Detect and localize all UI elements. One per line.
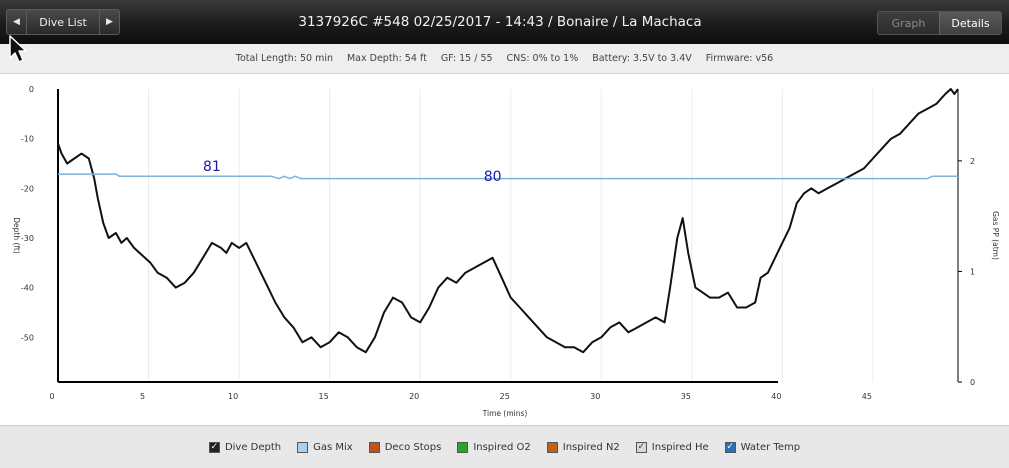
- top-bar: ◀ Dive List ▶ 3137926C #548 02/25/2017 -…: [0, 0, 1009, 44]
- info-total-length: Total Length: 50 min: [235, 53, 333, 64]
- legend-checkbox[interactable]: ✓: [724, 441, 736, 453]
- info-firmware: Firmware: v56: [705, 53, 774, 64]
- x-tick-label: 0: [49, 392, 54, 401]
- y-tick-label: -30: [21, 234, 34, 243]
- info-cns: CNS: 0% to 1%: [506, 53, 579, 64]
- x-tick-label: 10: [228, 392, 238, 401]
- y2-tick-label: 2: [970, 157, 975, 166]
- legend-item-inspired-n2[interactable]: Inspired N2: [546, 441, 620, 453]
- legend-item-dive-depth[interactable]: ✓ Dive Depth: [208, 441, 282, 453]
- y2-axis-title: Gas PP (atm): [991, 211, 1000, 260]
- previous-dive-button[interactable]: ◀: [7, 10, 27, 34]
- legend-item-inspired-he[interactable]: ✓ Inspired He: [635, 441, 709, 453]
- legend-label: Water Temp: [740, 441, 801, 453]
- dive-list-button[interactable]: Dive List: [39, 15, 87, 29]
- y-tick-label: -40: [21, 284, 34, 293]
- legend-checkbox[interactable]: ✓: [635, 441, 647, 453]
- legend-label: Inspired N2: [562, 441, 620, 453]
- x-tick-label: 15: [319, 392, 329, 401]
- chevron-right-icon: ▶: [106, 17, 113, 27]
- legend-item-deco-stops[interactable]: Deco Stops: [368, 441, 442, 453]
- dive-title: 3137926C #548 02/25/2017 - 14:43 / Bonai…: [298, 14, 702, 30]
- tab-details[interactable]: Details: [939, 12, 1001, 34]
- legend-checkbox[interactable]: [457, 441, 469, 453]
- x-tick-label: 5: [140, 392, 145, 401]
- x-tick-label: 25: [500, 392, 510, 401]
- legend-item-inspired-o2[interactable]: Inspired O2: [457, 441, 531, 453]
- temperature-annotation: 81: [203, 159, 221, 175]
- x-tick-label: 20: [409, 392, 419, 401]
- dive-info-bar: Total Length: 50 min Max Depth: 54 ft GF…: [0, 44, 1009, 74]
- mouse-cursor-icon: [9, 35, 27, 63]
- info-gradient-factor: GF: 15 / 55: [440, 53, 493, 64]
- legend-item-gas-mix[interactable]: Gas Mix: [297, 441, 353, 453]
- chart-legend: ✓ Dive Depth Gas Mix Deco Stops Inspired O2 I…: [0, 425, 1009, 468]
- info-battery: Battery: 3.5V to 3.4V: [592, 53, 692, 64]
- legend-label: Gas Mix: [313, 441, 353, 453]
- dive-profile-chart[interactable]: 0 5 10 15 20 25 30 35 40 45 0 -10 -20 -30 -40 -50 0 1 2 Tim…: [0, 75, 1009, 425]
- tab-graph[interactable]: Graph: [878, 12, 939, 34]
- legend-checkbox[interactable]: [546, 441, 558, 453]
- temperature-annotation: 80: [484, 169, 502, 185]
- legend-label: Deco Stops: [384, 441, 442, 453]
- chevron-left-icon: ◀: [13, 17, 20, 27]
- y-tick-label: -10: [21, 135, 34, 144]
- legend-label: Inspired He: [651, 441, 709, 453]
- y-tick-label: 0: [29, 85, 34, 94]
- next-dive-button[interactable]: ▶: [99, 10, 119, 34]
- y2-tick-label: 0: [970, 378, 975, 387]
- x-tick-label: 45: [862, 392, 872, 401]
- dive-list-nav: ◀ Dive List ▶: [6, 9, 120, 35]
- x-tick-label: 40: [771, 392, 781, 401]
- view-toggle: Graph Details: [877, 11, 1002, 35]
- x-tick-label: 35: [681, 392, 691, 401]
- x-tick-label: 30: [590, 392, 600, 401]
- y-tick-label: -20: [21, 184, 34, 193]
- legend-checkbox[interactable]: [368, 441, 380, 453]
- legend-checkbox[interactable]: ✓: [208, 441, 220, 453]
- x-axis-title: Time (mins): [482, 409, 528, 418]
- legend-item-water-temp[interactable]: ✓ Water Temp: [724, 441, 801, 453]
- gas-pp-series-line: [58, 173, 958, 180]
- info-max-depth: Max Depth: 54 ft: [346, 53, 427, 64]
- legend-checkbox[interactable]: [297, 441, 309, 453]
- y-axis-title: Depth (ft): [12, 217, 21, 254]
- y2-tick-label: 1: [970, 267, 975, 276]
- legend-label: Dive Depth: [224, 441, 282, 453]
- depth-series-line: [57, 88, 959, 354]
- y-tick-label: -50: [21, 333, 34, 342]
- legend-label: Inspired O2: [473, 441, 531, 453]
